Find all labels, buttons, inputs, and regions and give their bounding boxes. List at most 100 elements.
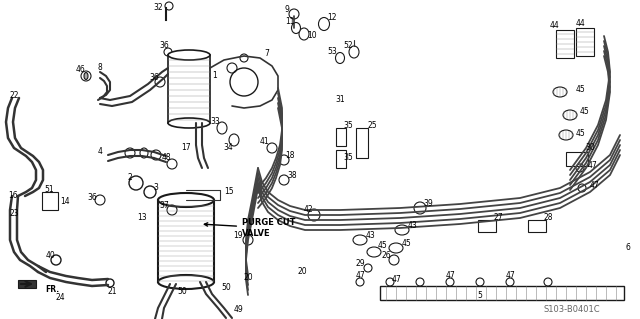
- Bar: [158, 200, 214, 282]
- Ellipse shape: [559, 130, 573, 140]
- Text: 38: 38: [287, 172, 297, 181]
- Text: 16: 16: [8, 191, 18, 201]
- Text: 5: 5: [477, 292, 483, 300]
- Text: 47: 47: [505, 271, 515, 280]
- Bar: [576, 28, 594, 56]
- Text: 33: 33: [210, 117, 220, 127]
- Bar: [478, 220, 496, 232]
- Ellipse shape: [353, 235, 367, 245]
- Text: 47: 47: [588, 161, 598, 170]
- Text: 47: 47: [391, 276, 401, 285]
- Text: 45: 45: [575, 129, 585, 137]
- Text: 25: 25: [367, 121, 377, 130]
- Text: 42: 42: [303, 205, 313, 214]
- Text: 30: 30: [585, 144, 595, 152]
- Text: 18: 18: [285, 152, 295, 160]
- Text: 44: 44: [575, 19, 585, 27]
- Text: 36: 36: [149, 72, 159, 81]
- Text: 46: 46: [75, 65, 85, 75]
- Text: 49: 49: [233, 306, 243, 315]
- Ellipse shape: [158, 193, 214, 207]
- Text: 37: 37: [159, 201, 169, 210]
- Bar: [336, 150, 346, 168]
- Text: 45: 45: [377, 241, 387, 250]
- Text: 2: 2: [127, 174, 132, 182]
- Text: 20: 20: [297, 268, 307, 277]
- Ellipse shape: [299, 28, 309, 40]
- Ellipse shape: [367, 247, 381, 257]
- Text: 35: 35: [343, 121, 353, 130]
- Text: 53: 53: [327, 48, 337, 56]
- Bar: [380, 286, 624, 300]
- Bar: [336, 128, 346, 146]
- Ellipse shape: [158, 275, 214, 289]
- Ellipse shape: [217, 122, 227, 134]
- Text: 52: 52: [343, 41, 353, 50]
- Text: 41: 41: [259, 137, 269, 146]
- Bar: [42, 192, 58, 210]
- Text: 10: 10: [307, 32, 317, 41]
- Text: 28: 28: [543, 213, 553, 222]
- Text: 15: 15: [224, 188, 234, 197]
- Text: 50: 50: [221, 284, 231, 293]
- Text: 51: 51: [44, 186, 54, 195]
- Text: S103-B0401C: S103-B0401C: [544, 306, 600, 315]
- Ellipse shape: [553, 87, 567, 97]
- Text: 12: 12: [327, 13, 337, 23]
- Text: 19: 19: [233, 232, 243, 241]
- Text: 8: 8: [98, 63, 102, 72]
- Text: 17: 17: [181, 144, 191, 152]
- Text: 4: 4: [97, 147, 102, 157]
- Ellipse shape: [84, 72, 88, 79]
- Text: 47: 47: [445, 271, 455, 280]
- Bar: [168, 55, 210, 123]
- Ellipse shape: [349, 46, 359, 58]
- Text: 29: 29: [355, 259, 365, 269]
- Text: 1: 1: [212, 70, 218, 79]
- Text: 7: 7: [264, 49, 269, 58]
- Bar: [566, 152, 588, 166]
- Ellipse shape: [229, 134, 239, 146]
- Text: 50: 50: [177, 287, 187, 296]
- Text: 20: 20: [243, 273, 253, 283]
- Text: 3: 3: [154, 183, 159, 192]
- Text: 39: 39: [423, 199, 433, 209]
- Text: 21: 21: [108, 286, 116, 295]
- Ellipse shape: [168, 118, 210, 128]
- Text: 43: 43: [407, 221, 417, 231]
- Text: 44: 44: [549, 20, 559, 29]
- Ellipse shape: [389, 243, 403, 253]
- Text: 34: 34: [223, 144, 233, 152]
- Ellipse shape: [319, 18, 330, 31]
- Text: 32: 32: [153, 4, 163, 12]
- Ellipse shape: [395, 225, 409, 235]
- Text: 13: 13: [137, 213, 147, 222]
- Text: 14: 14: [60, 197, 70, 206]
- Ellipse shape: [563, 110, 577, 120]
- Text: 36: 36: [159, 41, 169, 50]
- Text: 45: 45: [401, 240, 411, 249]
- Text: 27: 27: [493, 213, 503, 222]
- Ellipse shape: [335, 53, 344, 63]
- Bar: [528, 220, 546, 232]
- Text: 26: 26: [381, 251, 391, 261]
- Ellipse shape: [168, 50, 210, 60]
- Text: FR.: FR.: [45, 286, 59, 294]
- Ellipse shape: [140, 148, 148, 158]
- Text: 9: 9: [285, 5, 289, 14]
- Text: 43: 43: [365, 232, 375, 241]
- Text: 48: 48: [161, 153, 171, 162]
- Bar: [356, 128, 368, 158]
- Text: 35: 35: [343, 153, 353, 162]
- Text: 23: 23: [9, 210, 19, 219]
- Text: 22: 22: [9, 91, 19, 100]
- Text: 45: 45: [579, 108, 589, 116]
- Bar: [556, 30, 574, 58]
- Text: 45: 45: [575, 85, 585, 94]
- Text: 11: 11: [285, 18, 295, 26]
- Text: 31: 31: [335, 95, 345, 105]
- Text: 47: 47: [355, 271, 365, 280]
- Text: 40: 40: [45, 250, 55, 259]
- Text: PURGE CUT
VALVE: PURGE CUT VALVE: [204, 218, 296, 238]
- Text: 36: 36: [87, 194, 97, 203]
